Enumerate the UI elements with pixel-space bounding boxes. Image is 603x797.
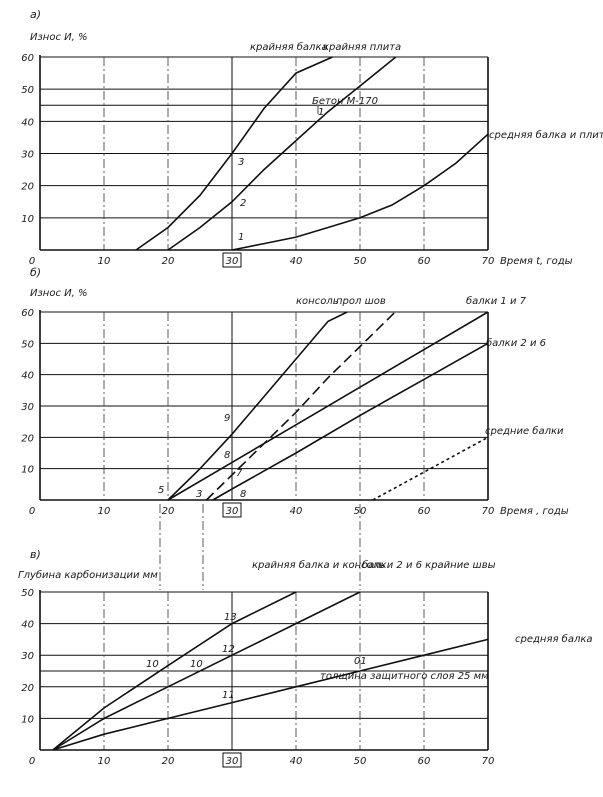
series-line-1	[135, 56, 333, 251]
curve-number-label: 5	[158, 485, 164, 496]
curve-number-label: 1	[238, 232, 244, 243]
y-axis-label: Износ И, %	[30, 288, 87, 299]
y-axis-label: Износ И, %	[30, 32, 87, 43]
series-line-2	[52, 591, 361, 751]
x-tick-label: 20	[162, 756, 175, 767]
x-axis-label: Время t, годы	[500, 256, 573, 267]
curve-number-label: 10	[190, 659, 203, 670]
series-line-5	[372, 436, 489, 501]
x-tick-label: 60	[418, 256, 431, 267]
x-tick-label: 70	[482, 256, 495, 267]
curve-number-label: 2	[240, 198, 246, 209]
series-label: прол шов	[336, 296, 386, 307]
series-label: крайняя балка	[250, 41, 328, 53]
series-line-2	[205, 311, 396, 501]
y-tick-label: 10	[21, 214, 34, 225]
curve-number-label: 8	[224, 450, 230, 461]
x-tick-label: 60	[418, 506, 431, 517]
curve-number-label: 3	[196, 489, 202, 500]
x-axis-label: Время , годы	[500, 506, 569, 517]
y-tick-label: 30	[21, 402, 34, 413]
x-tick-label: 50	[354, 506, 367, 517]
panel-label: б)	[30, 266, 41, 279]
curve-number-label: 1	[318, 107, 324, 118]
series-label: консоль	[296, 296, 339, 307]
y-tick-label: 40	[21, 620, 34, 631]
y-tick-label: 50	[21, 85, 34, 96]
series-line-2	[167, 56, 397, 251]
x-tick-label: 40	[290, 756, 303, 767]
series-label: средняя балка	[515, 633, 593, 645]
y-tick-label: 10	[21, 714, 34, 725]
panel-label: в)	[30, 548, 41, 561]
series-line-3	[231, 133, 489, 251]
chart-panel-1: а) Износ И, % Время t, годы 10 20 30 40 50 60 0 10…	[21, 8, 603, 268]
curve-number-label: 8	[240, 489, 246, 500]
highlight-tick-box	[222, 252, 242, 268]
curve-number-label: 3	[238, 157, 244, 168]
x-tick-label: 40	[290, 256, 303, 267]
reference-line-label: Бетон М-170	[312, 96, 378, 107]
series-label: крайняя плита	[323, 42, 401, 53]
x-tick-label: 70	[482, 506, 495, 517]
x-tick-label: 10	[98, 506, 111, 517]
x-tick-label: 60	[418, 756, 431, 767]
y-tick-label: 20	[21, 433, 34, 444]
x-tick-label: 70	[482, 756, 495, 767]
y-tick-label: 60	[21, 308, 34, 319]
y-tick-label: 40	[21, 117, 34, 128]
series-line-3	[167, 311, 489, 501]
curve-number-label: 10	[146, 659, 159, 670]
x-tick-label: 30	[226, 256, 239, 267]
curve-number-label: 01	[354, 656, 367, 667]
panel-label: а)	[30, 8, 41, 21]
x-tick-label: 40	[290, 506, 303, 517]
series-label: средняя балка и плита	[489, 129, 603, 141]
x-tick-label: 0	[29, 756, 35, 767]
y-tick-label: 20	[21, 182, 34, 193]
curve-number-label: 7	[236, 468, 243, 479]
x-tick-label: 50	[354, 256, 367, 267]
series-label: крайняя балка и консоль	[252, 559, 385, 571]
y-tick-label: 50	[21, 339, 34, 350]
series-line-1	[167, 311, 348, 501]
series-label: балки 2 и 6 крайние швы	[362, 559, 496, 571]
x-tick-label: 50	[354, 756, 367, 767]
series-label: балки 1 и 7	[466, 295, 527, 307]
series-label: балки 2 и 6	[486, 337, 546, 349]
highlight-tick-box	[222, 502, 242, 518]
y-tick-label: 60	[21, 53, 34, 64]
curve-number-label: 13	[224, 612, 237, 623]
reference-line-label: толщина защитного слоя 25 мм	[320, 671, 489, 682]
x-tick-label: 30	[226, 756, 239, 767]
x-tick-label: 20	[162, 506, 175, 517]
y-tick-label: 30	[21, 150, 34, 161]
x-tick-label: 30	[226, 506, 239, 517]
y-axis-label: Глубина карбонизации мм	[18, 569, 158, 581]
curve-number-label: 9	[224, 413, 230, 424]
y-tick-label: 30	[21, 651, 34, 662]
x-tick-label: 10	[98, 756, 111, 767]
highlight-tick-box	[222, 752, 242, 768]
series-line-3	[52, 638, 489, 751]
series-label: средние балки	[485, 425, 564, 437]
x-tick-label: 0	[29, 256, 35, 267]
y-tick-label: 40	[21, 371, 34, 382]
chart-panel-2: б) Износ И, % Время , годы 10 20 30 40 50 60 0 10 2…	[21, 266, 569, 518]
x-tick-label: 0	[29, 506, 35, 517]
series-line-1	[52, 591, 297, 751]
y-tick-label: 20	[21, 683, 34, 694]
series-line-4	[212, 342, 489, 501]
curve-number-label: 12	[222, 644, 235, 655]
y-tick-label: 10	[21, 465, 34, 476]
x-tick-label: 10	[98, 256, 111, 267]
curve-number-label: 11	[222, 690, 235, 701]
y-tick-label: 50	[21, 588, 34, 599]
x-tick-label: 20	[162, 256, 175, 267]
